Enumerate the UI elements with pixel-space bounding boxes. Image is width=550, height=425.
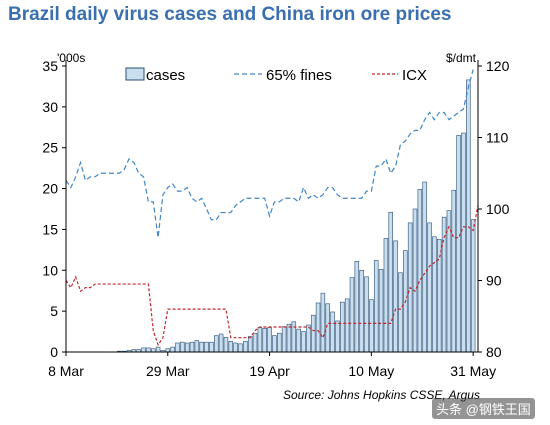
cases-bar xyxy=(180,341,185,353)
x-tick-label: 29 Mar xyxy=(146,363,190,379)
tick-labels: 0 5 10 15 20 25 30 35 80 90 100 110 120 8 Mar 29 Mar 19… xyxy=(42,58,509,379)
cases-bar xyxy=(427,222,432,353)
cases-bar xyxy=(378,269,384,353)
legend-label-fines: 65% fines xyxy=(266,67,332,84)
cases-bar xyxy=(315,302,321,353)
cases-bar xyxy=(412,208,418,353)
x-tick-label: 10 May xyxy=(348,363,394,379)
watermark: 头条 @钢铁王国 xyxy=(432,398,535,419)
cases-bar xyxy=(267,327,272,353)
cases-bar xyxy=(446,210,452,353)
cases-bar xyxy=(456,135,461,353)
cases-bar xyxy=(364,276,369,353)
cases-bar xyxy=(451,189,457,353)
right-tick-label: 120 xyxy=(486,58,510,74)
cases-bar xyxy=(214,335,219,353)
cases-bar xyxy=(277,332,282,353)
cases-bar xyxy=(398,272,403,353)
cases-bar xyxy=(330,311,335,353)
cases-bar xyxy=(340,301,345,353)
cases-bar xyxy=(320,292,326,353)
cases-bar xyxy=(432,236,437,353)
cases-bar xyxy=(199,341,204,353)
cases-bar xyxy=(146,347,151,353)
cases-bar xyxy=(373,260,379,353)
cases-bar xyxy=(291,321,297,353)
right-tick-label: 90 xyxy=(486,273,502,289)
cases-bar xyxy=(417,189,423,353)
cases-bar xyxy=(223,336,229,353)
cases-bar xyxy=(354,260,360,353)
legend: cases 65% fines ICX xyxy=(125,67,427,84)
cases-bar xyxy=(189,341,195,353)
cases-bar xyxy=(369,299,374,353)
cases-bar xyxy=(383,238,389,353)
cases-bar xyxy=(301,331,306,353)
cases-bar xyxy=(170,346,175,353)
cases-bars xyxy=(117,79,476,353)
x-tick-label: 31 May xyxy=(450,363,496,379)
cases-bar xyxy=(436,238,442,353)
source-note: Source: Johns Hopkins CSSE, Argus xyxy=(283,388,480,402)
cases-bar xyxy=(262,327,267,353)
left-tick-label: 10 xyxy=(42,262,58,278)
chart-axes xyxy=(62,60,482,356)
cases-bar xyxy=(325,303,330,353)
cases-bar xyxy=(141,347,146,353)
left-tick-label: 15 xyxy=(42,221,58,237)
cases-bar xyxy=(175,342,180,353)
cases-bar xyxy=(252,332,258,353)
cases-bar xyxy=(184,342,190,353)
cases-bar xyxy=(422,181,427,353)
left-tick-label: 35 xyxy=(42,58,58,74)
cases-bar xyxy=(243,341,248,353)
cases-bar xyxy=(155,346,161,353)
cases-bar xyxy=(257,327,263,353)
cases-bar xyxy=(281,326,287,353)
cases-bar xyxy=(388,211,393,353)
cases-bar xyxy=(470,219,476,353)
cases-bar xyxy=(228,341,234,353)
cases-bar xyxy=(306,324,311,353)
x-tick-label: 8 Mar xyxy=(48,363,84,379)
cases-bar xyxy=(272,335,277,353)
legend-label-cases: cases xyxy=(146,67,185,84)
cases-bar xyxy=(286,323,292,353)
x-tick-label: 19 Apr xyxy=(249,363,290,379)
fines-line xyxy=(65,69,474,238)
cases-bar xyxy=(310,314,316,353)
right-axis-unit: $/dmt xyxy=(446,51,477,65)
left-tick-label: 0 xyxy=(50,344,58,360)
right-tick-label: 80 xyxy=(486,344,502,360)
cases-bar xyxy=(247,336,253,353)
left-tick-label: 5 xyxy=(50,303,58,319)
right-tick-label: 110 xyxy=(486,130,509,146)
cases-bar xyxy=(233,342,238,353)
chart-title: Brazil daily virus cases and China iron … xyxy=(8,4,452,25)
cases-bar xyxy=(296,328,301,353)
cases-bar xyxy=(335,320,340,353)
left-axis-unit: '000s xyxy=(57,51,85,65)
right-tick-label: 100 xyxy=(486,201,510,217)
cases-bar xyxy=(209,341,214,353)
left-tick-label: 25 xyxy=(42,140,58,156)
cases-bar xyxy=(461,132,466,353)
left-tick-label: 20 xyxy=(42,181,58,197)
price-lines xyxy=(65,69,479,347)
left-tick-label: 30 xyxy=(42,99,58,115)
cases-bar xyxy=(238,343,243,353)
cases-bar xyxy=(194,340,200,353)
cases-bar xyxy=(466,79,471,353)
cases-bar xyxy=(393,240,398,353)
cases-bar xyxy=(218,333,224,353)
cases-bar xyxy=(344,298,350,353)
cases-bar xyxy=(349,277,355,353)
cases-bar xyxy=(359,269,364,353)
legend-label-icx: ICX xyxy=(402,67,427,84)
legend-swatch-cases xyxy=(125,67,145,81)
cases-bar xyxy=(204,341,209,353)
icx-line xyxy=(65,205,479,347)
